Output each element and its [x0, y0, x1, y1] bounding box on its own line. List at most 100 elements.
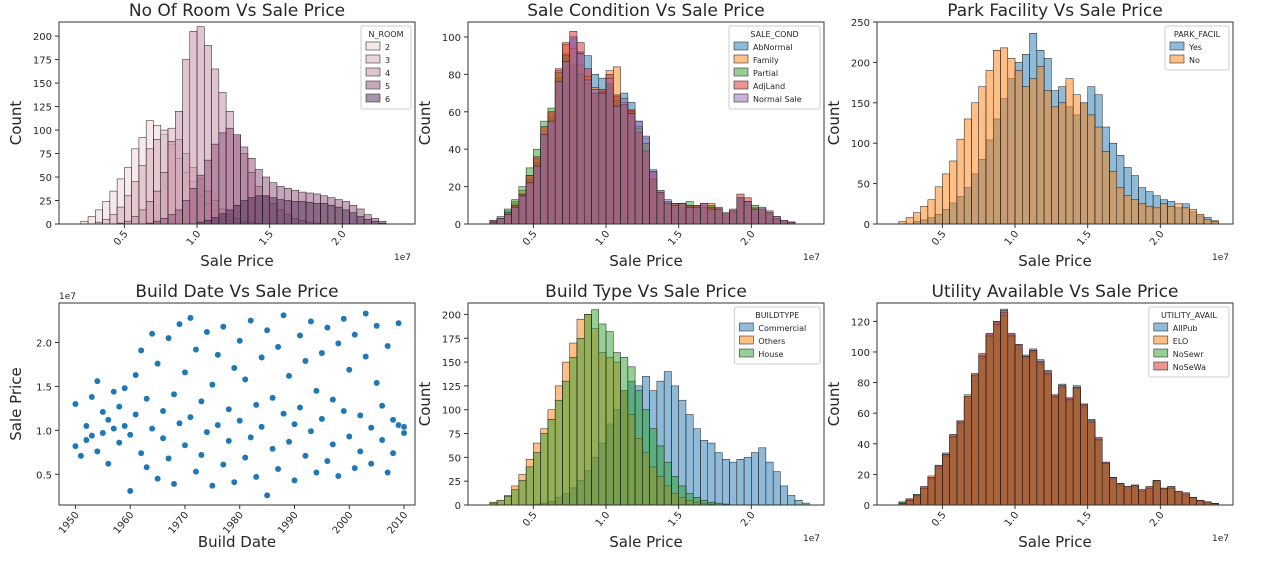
- bar: [620, 98, 629, 225]
- bar: [634, 120, 643, 225]
- legend-swatch: [733, 54, 749, 64]
- bar: [1014, 70, 1023, 225]
- y-tick-label: 80: [448, 70, 461, 81]
- y-tick-label: 200: [851, 58, 870, 69]
- scatter-point: [269, 394, 277, 402]
- scatter-point: [400, 423, 408, 431]
- bar: [342, 209, 350, 225]
- bar: [356, 216, 365, 225]
- scatter-point: [148, 425, 156, 433]
- scatter-point: [351, 464, 359, 472]
- scatter-point: [192, 346, 200, 353]
- x-tick-label: 1.0: [1003, 229, 1022, 248]
- scatter-point: [214, 421, 222, 429]
- bar: [349, 212, 358, 225]
- bar: [1051, 394, 1059, 506]
- scatter-point: [340, 315, 348, 323]
- legend-box: [728, 25, 821, 110]
- legend-label: NoSewr: [1173, 350, 1204, 359]
- bar: [707, 442, 716, 506]
- y-tick-label: 100: [851, 139, 870, 150]
- scatter-point: [296, 404, 304, 411]
- y-tick-label: 75: [39, 150, 52, 161]
- scatter-point: [307, 317, 315, 325]
- bar: [540, 433, 549, 506]
- bar: [765, 212, 774, 225]
- scatter-point: [159, 407, 167, 415]
- scatter-point: [302, 357, 309, 365]
- bar: [591, 89, 600, 225]
- bar: [722, 212, 730, 225]
- bar: [547, 120, 556, 225]
- scatter-point: [236, 417, 244, 425]
- bar: [1152, 207, 1161, 225]
- scatter-point: [378, 436, 386, 444]
- bar: [934, 464, 943, 506]
- scatter-point: [137, 449, 145, 457]
- bar: [956, 420, 965, 506]
- x-tick-label: 1.0: [594, 510, 613, 529]
- y-tick-label: 80: [857, 379, 870, 390]
- legend-label: Normal Sale: [753, 95, 802, 104]
- bar: [525, 182, 534, 225]
- scatter-point: [170, 390, 178, 398]
- x-axis-label: Sale Price: [1018, 252, 1091, 270]
- bar: [160, 218, 169, 225]
- points: [71, 310, 408, 499]
- legend-swatch: [739, 348, 754, 358]
- bar: [663, 199, 672, 225]
- plot-frame: [58, 302, 416, 506]
- bar: [591, 309, 600, 506]
- bar: [583, 79, 592, 225]
- y-tick-label: 0: [46, 220, 52, 231]
- legend-swatch: [365, 80, 381, 90]
- scatter-point: [203, 328, 211, 336]
- bar: [992, 321, 1001, 506]
- bar: [262, 195, 270, 225]
- bar: [291, 201, 300, 225]
- bar: [1072, 94, 1081, 225]
- bar: [334, 206, 343, 225]
- scatter-point: [126, 431, 134, 439]
- scatter-point: [345, 433, 353, 440]
- bar: [131, 216, 140, 225]
- bar: [313, 203, 321, 225]
- x-tick-label: 0.5: [112, 229, 131, 248]
- bar: [254, 195, 263, 225]
- bar: [1138, 203, 1147, 225]
- bar: [992, 50, 1001, 225]
- bar: [1022, 356, 1030, 506]
- scatter-point: [176, 320, 183, 328]
- legend-label: No: [1189, 56, 1200, 65]
- scatter-point: [362, 310, 370, 317]
- bar: [138, 209, 147, 225]
- x-offset-label: 1e7: [1212, 253, 1229, 263]
- x-axis-label: Sale Price: [1018, 533, 1091, 551]
- bar: [1181, 492, 1190, 506]
- bar: [1058, 102, 1067, 225]
- x-tick-label: 1.0: [185, 229, 204, 248]
- y-tick-label: 60: [448, 108, 461, 119]
- scatter-point: [181, 441, 189, 449]
- bar: [547, 418, 556, 506]
- x-axis-label: Sale Price: [200, 252, 273, 270]
- legend-swatch: [365, 41, 381, 51]
- bar: [554, 81, 563, 225]
- scatter-point: [400, 429, 408, 437]
- scatter-point: [395, 319, 403, 327]
- bar: [1167, 486, 1176, 506]
- bar: [656, 191, 665, 225]
- scatter-point: [208, 381, 216, 389]
- x-tick-label: 1960: [112, 510, 137, 537]
- bar: [1196, 500, 1205, 506]
- scatter-point: [154, 475, 162, 483]
- bar: [736, 197, 745, 225]
- bar: [233, 204, 241, 225]
- bar: [124, 195, 132, 225]
- scatter-point: [274, 465, 282, 473]
- plot-frame: [876, 21, 1234, 225]
- legend-box: [1148, 306, 1230, 378]
- legend-label: Family: [753, 56, 779, 65]
- bar: [642, 409, 650, 506]
- scatter-point: [230, 364, 238, 372]
